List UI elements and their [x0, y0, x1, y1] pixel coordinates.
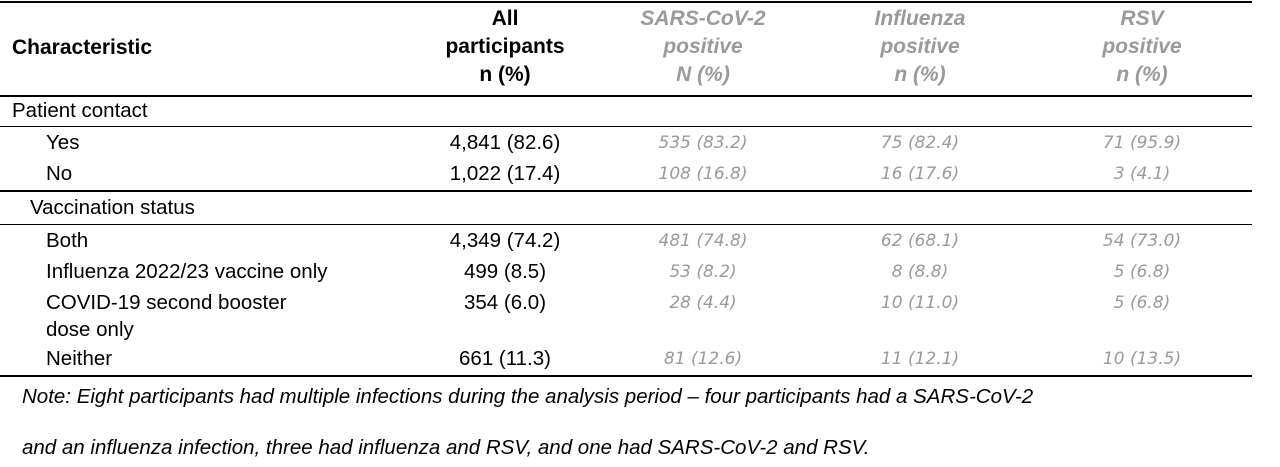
cell-rsv: 54 (73.0) — [1102, 231, 1182, 251]
cell-sars: 108 (16.8) — [658, 164, 748, 184]
header-characteristic-text: Characteristic — [12, 36, 153, 59]
column-header-characteristic: Characteristic — [12, 34, 232, 62]
section-title-vaccination-status: Vaccination status — [30, 196, 195, 219]
header-flu-line2: positive — [880, 35, 960, 58]
section-title-patient-contact: Patient contact — [12, 99, 148, 122]
header-flu-line3: n (%) — [894, 63, 946, 86]
header-all-line1: All — [491, 7, 519, 30]
cell-sars: 28 (4.4) — [669, 293, 737, 313]
row-label: No — [46, 162, 73, 185]
column-header-all-participants: All participants n (%) — [410, 5, 600, 101]
header-rsv-line3: n (%) — [1116, 63, 1168, 86]
header-sars-line1: SARS-CoV-2 — [640, 7, 766, 30]
header-sars-line3: N (%) — [676, 63, 730, 86]
table-note-line1: Note: Eight participants had multiple in… — [22, 385, 1034, 408]
cell-rsv: 5 (6.8) — [1113, 262, 1171, 282]
cell-sars: 81 (12.6) — [663, 349, 743, 369]
row-label: Neither — [46, 347, 113, 370]
column-header-rsv-positive: RSV positive n (%) — [1036, 5, 1248, 101]
cell-rsv: 5 (6.8) — [1113, 293, 1171, 313]
cell-rsv: 3 (4.1) — [1113, 164, 1171, 184]
row-label-continued: dose only — [46, 318, 134, 341]
row-label: COVID-19 second booster — [46, 291, 287, 314]
cell-sars: 535 (83.2) — [658, 133, 748, 153]
cell-all: 4,349 (74.2) — [449, 229, 561, 252]
cell-sars: 53 (8.2) — [669, 262, 737, 282]
row-label: Yes — [46, 131, 80, 154]
column-header-sars-positive: SARS-CoV-2 positive N (%) — [596, 5, 810, 101]
row-label: Both — [46, 229, 89, 252]
cell-flu: 10 (11.0) — [880, 293, 960, 313]
header-all-line3: n (%) — [479, 63, 531, 86]
header-all-line2: participants — [445, 35, 565, 58]
cell-all: 4,841 (82.6) — [449, 131, 561, 154]
header-sars-line2: positive — [663, 35, 743, 58]
section-separator-rule — [0, 190, 1252, 192]
header-bottom-rule — [0, 95, 1252, 97]
section-rule-patient-contact — [0, 126, 1252, 127]
header-flu-line1: Influenza — [874, 7, 966, 30]
cell-all: 1,022 (17.4) — [449, 162, 561, 185]
section-rule-vaccination-status — [0, 224, 1252, 225]
cell-rsv: 10 (13.5) — [1102, 349, 1182, 369]
row-label: Influenza 2022/23 vaccine only — [46, 260, 328, 283]
cell-all: 499 (8.5) — [463, 260, 547, 283]
cell-flu: 11 (12.1) — [880, 349, 960, 369]
cell-all: 661 (11.3) — [459, 347, 551, 370]
cell-flu: 62 (68.1) — [880, 231, 960, 251]
cell-flu: 16 (17.6) — [880, 164, 960, 184]
header-rsv-line1: RSV — [1120, 7, 1164, 30]
table-top-rule — [0, 1, 1252, 3]
cell-flu: 8 (8.8) — [891, 262, 949, 282]
table-bottom-rule — [0, 375, 1252, 377]
header-rsv-line2: positive — [1102, 35, 1182, 58]
cell-all: 354 (6.0) — [463, 291, 547, 314]
cell-sars: 481 (74.8) — [658, 231, 748, 251]
table-note-line2: and an influenza infection, three had in… — [22, 436, 870, 459]
column-header-influenza-positive: Influenza positive n (%) — [810, 5, 1030, 101]
cell-flu: 75 (82.4) — [880, 133, 960, 153]
cell-rsv: 71 (95.9) — [1102, 133, 1182, 153]
